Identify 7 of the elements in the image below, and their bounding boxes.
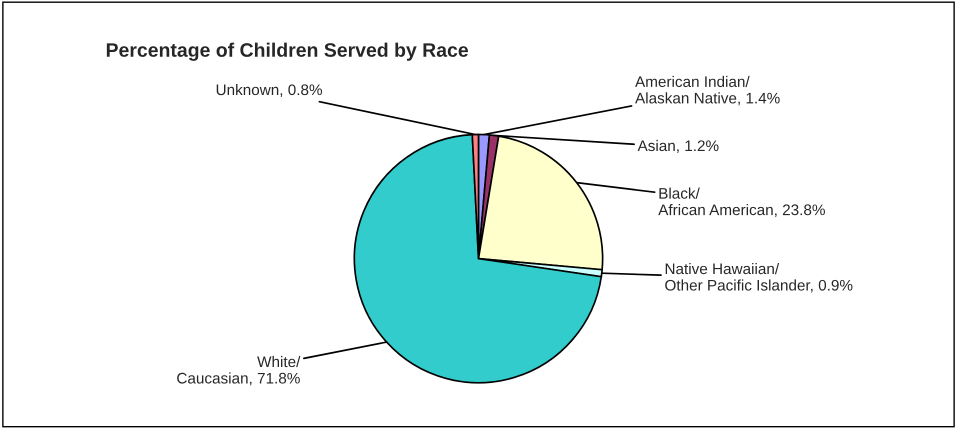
- chart-title: Percentage of Children Served by Race: [106, 42, 468, 61]
- slice-label: Native Hawaiian/Other Pacific Islander, 0.9%: [665, 262, 852, 292]
- slice-label: Unknown, 0.8%: [216, 84, 322, 97]
- slice-label: American Indian/Alaskan Native, 1.4%: [635, 76, 780, 106]
- slice-label: White/Caucasian, 71.8%: [177, 356, 300, 386]
- slice-label: Asian, 1.2%: [638, 140, 719, 153]
- slice-label: Black/African American, 23.8%: [658, 188, 825, 218]
